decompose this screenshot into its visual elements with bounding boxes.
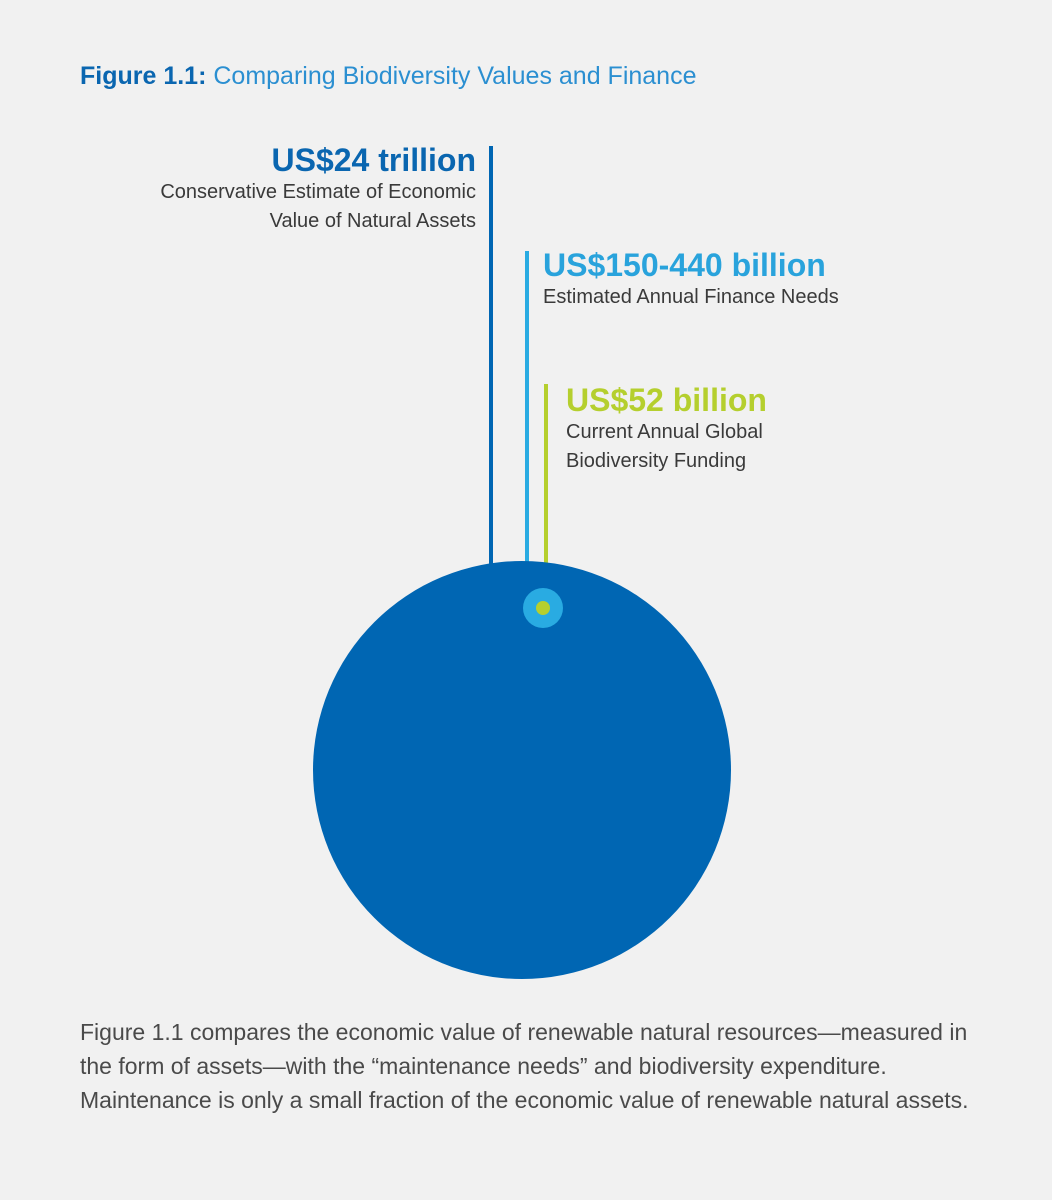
circle-natural-assets [313,561,731,979]
figure-title: Figure 1.1: Comparing Biodiversity Value… [80,60,697,92]
figure-label: Figure 1.1: [80,62,207,90]
desc-natural-assets-line-2: Value of Natural Assets [269,210,476,232]
desc-current-funding-line-2: Biodiversity Funding [566,450,747,472]
desc-finance-needs-line-1: Estimated Annual Finance Needs [543,286,839,308]
amount-current-funding: US$52 billion [566,382,767,418]
figure-name: Comparing Biodiversity Values and Financ… [213,62,697,90]
chart-svg [313,146,731,979]
desc-natural-assets-line-1: Conservative Estimate of Economic [160,181,476,203]
amount-natural-assets: US$24 trillion [271,142,477,178]
circle-current-funding [536,601,550,615]
callout-finance-needs: US$150-440 billion Estimated Annual Fina… [543,247,839,312]
callout-current-funding: US$52 billion Current Annual Global Biod… [566,382,767,476]
callout-natural-assets: US$24 trillion Conservative Estimate of … [160,142,476,236]
amount-finance-needs: US$150-440 billion [543,247,826,283]
figure-caption: Figure 1.1 compares the economic value o… [80,1019,969,1113]
desc-current-funding-line-1: Current Annual Global [566,421,763,443]
